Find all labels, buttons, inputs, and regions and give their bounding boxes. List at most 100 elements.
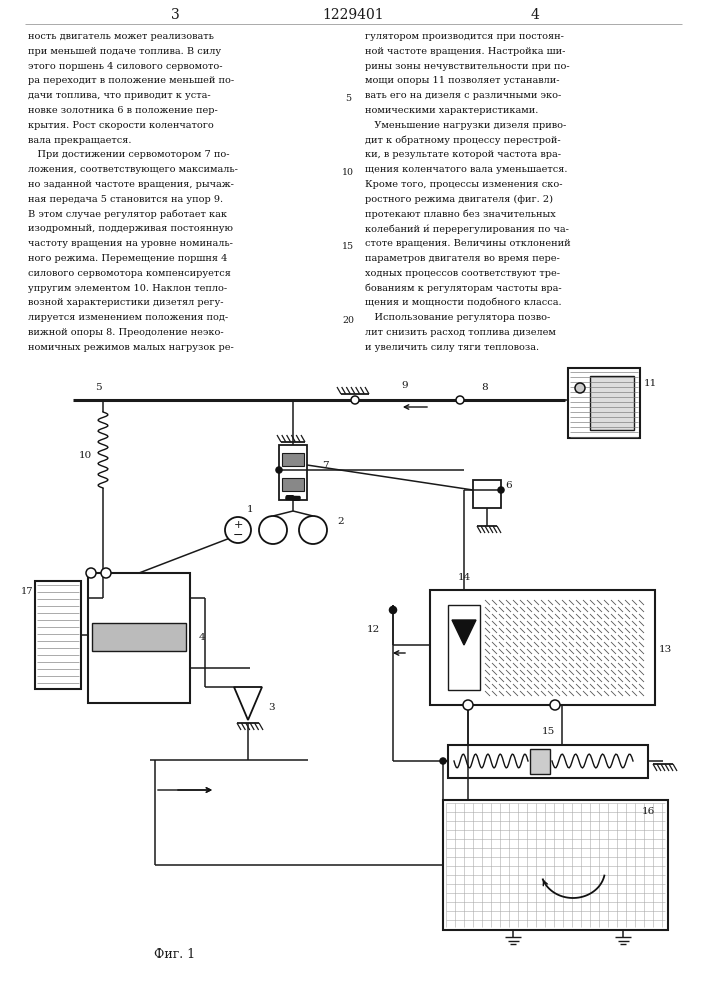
Text: щения и мощности подобного класса.: щения и мощности подобного класса. — [365, 298, 561, 307]
Text: 2: 2 — [338, 518, 344, 526]
Text: параметров двигателя во время пере-: параметров двигателя во время пере- — [365, 254, 560, 263]
Circle shape — [440, 758, 446, 764]
Text: ростного режима двигателя (фиг. 2): ростного режима двигателя (фиг. 2) — [365, 195, 553, 204]
Text: 9: 9 — [402, 380, 409, 389]
Text: но заданной частоте вращения, рычаж-: но заданной частоте вращения, рычаж- — [28, 180, 234, 189]
Text: 1229401: 1229401 — [322, 8, 384, 22]
Text: стоте вращения. Величины отклонений: стоте вращения. Величины отклонений — [365, 239, 571, 248]
Text: вижной опоры 8. Преодоление неэко-: вижной опоры 8. Преодоление неэко- — [28, 328, 223, 337]
Text: лируется изменением положения под-: лируется изменением положения под- — [28, 313, 228, 322]
Text: 5: 5 — [345, 94, 351, 103]
Text: Использование регулятора позво-: Использование регулятора позво- — [365, 313, 550, 322]
Text: 3: 3 — [170, 8, 180, 22]
Text: вать его на дизеля с различными эко-: вать его на дизеля с различными эко- — [365, 91, 561, 100]
Text: 8: 8 — [481, 382, 489, 391]
Circle shape — [259, 516, 287, 544]
Circle shape — [86, 568, 96, 578]
Text: ного режима. Перемещение поршня 4: ного режима. Перемещение поршня 4 — [28, 254, 228, 263]
Circle shape — [351, 396, 359, 404]
Text: этого поршень 4 силового сервомото-: этого поршень 4 силового сервомото- — [28, 62, 223, 71]
Text: номичных режимов малых нагрузок ре-: номичных режимов малых нагрузок ре- — [28, 343, 234, 352]
Text: ложения, соответствующего максималь-: ложения, соответствующего максималь- — [28, 165, 238, 174]
Bar — [282, 453, 304, 466]
Circle shape — [299, 516, 327, 544]
Text: ной частоте вращения. Настройка ши-: ной частоте вращения. Настройка ши- — [365, 47, 566, 56]
Circle shape — [575, 383, 585, 393]
Text: 13: 13 — [658, 646, 672, 654]
Text: гулятором производится при постоян-: гулятором производится при постоян- — [365, 32, 564, 41]
Text: +: + — [233, 520, 243, 530]
Bar — [88, 573, 190, 703]
Text: 15: 15 — [342, 242, 354, 251]
Text: бованиям к регуляторам частоты вра-: бованиям к регуляторам частоты вра- — [365, 284, 561, 293]
Text: 1: 1 — [247, 506, 253, 514]
Text: 17: 17 — [21, 586, 33, 595]
Text: 10: 10 — [342, 168, 354, 177]
Text: Фиг. 1: Фиг. 1 — [154, 948, 196, 962]
Bar — [35, 581, 81, 689]
Circle shape — [276, 467, 282, 473]
Text: лит снизить расход топлива дизелем: лит снизить расход топлива дизелем — [365, 328, 556, 337]
Circle shape — [456, 396, 464, 404]
Text: номическими характеристиками.: номическими характеристиками. — [365, 106, 538, 115]
Text: 3: 3 — [269, 702, 275, 712]
Bar — [448, 745, 648, 778]
Text: Уменьшение нагрузки дизеля приво-: Уменьшение нагрузки дизеля приво- — [365, 121, 566, 130]
Bar — [530, 749, 550, 774]
Text: и увеличить силу тяги тепловоза.: и увеличить силу тяги тепловоза. — [365, 343, 539, 352]
Circle shape — [498, 487, 504, 493]
Text: 10: 10 — [78, 450, 92, 460]
Text: В этом случае регулятор работает как: В этом случае регулятор работает как — [28, 210, 227, 219]
Bar — [568, 368, 640, 438]
Text: упругим элементом 10. Наклон тепло-: упругим элементом 10. Наклон тепло- — [28, 284, 227, 293]
Circle shape — [101, 568, 111, 578]
Text: ность двигатель может реализовать: ность двигатель может реализовать — [28, 32, 214, 41]
Text: ная передача 5 становится на упор 9.: ная передача 5 становится на упор 9. — [28, 195, 223, 204]
Circle shape — [225, 517, 251, 543]
Text: дачи топлива, что приводит к уста-: дачи топлива, что приводит к уста- — [28, 91, 211, 100]
Circle shape — [550, 700, 560, 710]
Text: ра переходит в положение меньшей по-: ра переходит в положение меньшей по- — [28, 76, 234, 85]
Text: 11: 11 — [643, 378, 657, 387]
Text: 16: 16 — [641, 808, 655, 816]
Text: 4: 4 — [530, 8, 539, 22]
Text: −: − — [233, 528, 243, 542]
Text: 4: 4 — [199, 634, 205, 643]
Polygon shape — [452, 620, 476, 645]
Text: 7: 7 — [322, 460, 328, 470]
Text: частоту вращения на уровне номиналь-: частоту вращения на уровне номиналь- — [28, 239, 233, 248]
Text: возной характеристики дизетял регу-: возной характеристики дизетял регу- — [28, 298, 223, 307]
Text: 5: 5 — [95, 382, 101, 391]
Text: вала прекращается.: вала прекращается. — [28, 136, 132, 145]
Text: 20: 20 — [342, 316, 354, 325]
Circle shape — [390, 606, 397, 613]
Text: щения коленчатого вала уменьшается.: щения коленчатого вала уменьшается. — [365, 165, 568, 174]
Text: изодромный, поддерживая постоянную: изодромный, поддерживая постоянную — [28, 224, 233, 233]
Bar — [282, 478, 304, 491]
Text: крытия. Рост скорости коленчатого: крытия. Рост скорости коленчатого — [28, 121, 214, 130]
Text: 14: 14 — [457, 574, 471, 582]
Text: При достижении сервомотором 7 по-: При достижении сервомотором 7 по- — [28, 150, 230, 159]
Bar — [590, 376, 634, 430]
Text: ходных процессов соответствуют тре-: ходных процессов соответствуют тре- — [365, 269, 560, 278]
Text: Кроме того, процессы изменения ско-: Кроме того, процессы изменения ско- — [365, 180, 563, 189]
Circle shape — [463, 700, 473, 710]
Text: новке золотника 6 в положение пер-: новке золотника 6 в положение пер- — [28, 106, 218, 115]
Text: 6: 6 — [506, 481, 513, 489]
Text: мощи опоры 11 позволяет устанавли-: мощи опоры 11 позволяет устанавли- — [365, 76, 559, 85]
Bar — [92, 623, 186, 651]
Bar — [443, 800, 668, 930]
Text: колебаний и́ перерегулирования по ча-: колебаний и́ перерегулирования по ча- — [365, 224, 569, 234]
Text: при меньшей подаче топлива. В силу: при меньшей подаче топлива. В силу — [28, 47, 221, 56]
Bar — [279, 445, 307, 500]
Bar — [473, 480, 501, 508]
Text: дит к обратному процессу перестрой-: дит к обратному процессу перестрой- — [365, 136, 561, 145]
Bar — [448, 605, 480, 690]
Text: ки, в результате которой частота вра-: ки, в результате которой частота вра- — [365, 150, 561, 159]
Text: силового сервомотора компенсируется: силового сервомотора компенсируется — [28, 269, 231, 278]
Text: 12: 12 — [366, 626, 380, 635]
Text: рины зоны нечувствительности при по-: рины зоны нечувствительности при по- — [365, 62, 570, 71]
Text: протекают плавно без значительных: протекают плавно без значительных — [365, 210, 556, 219]
Bar — [430, 590, 655, 705]
Text: 15: 15 — [542, 726, 554, 736]
